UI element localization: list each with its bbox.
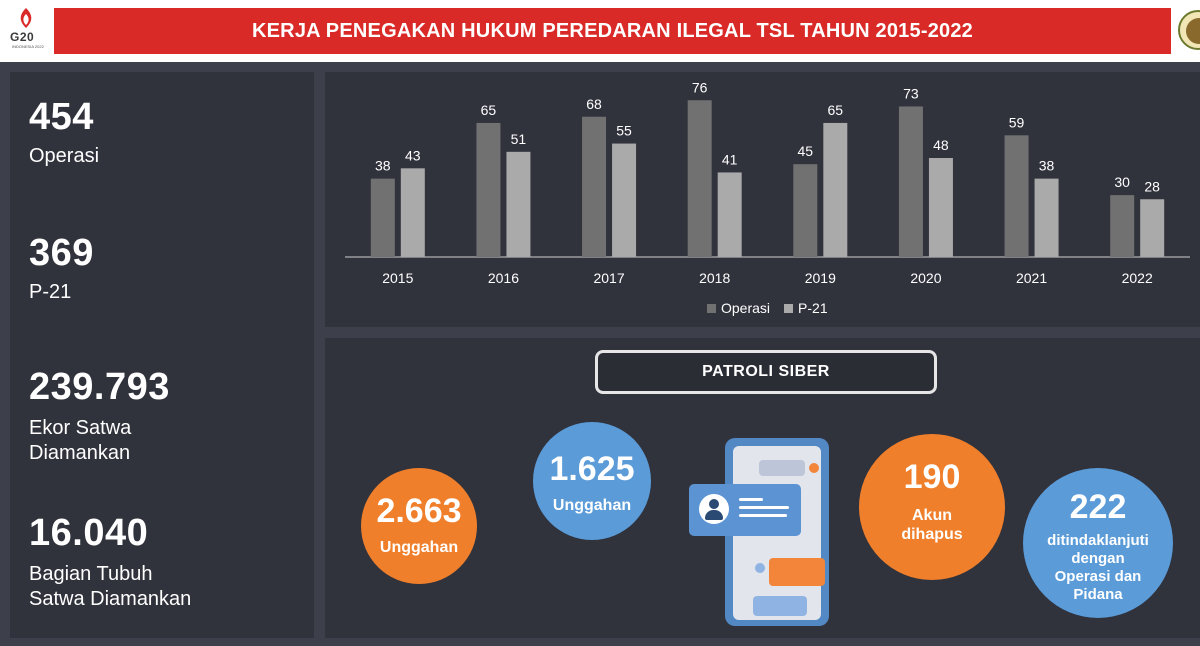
bar-p21-2021 [1034,178,1059,257]
bar-p21-2015 [400,168,425,257]
stat-satwa-value: 239.793 [29,366,170,408]
bar-operasi-2015 [370,178,395,257]
x-tick-label-2018: 2018 [699,270,730,286]
x-tick-label-2019: 2019 [805,270,836,286]
stat-operasi-value: 454 [29,96,94,138]
data-label-p21-2020: 48 [933,137,949,153]
bar-operasi-2016 [476,122,501,257]
data-label-p21-2017: 55 [616,123,632,139]
bar-p21-2022 [1140,199,1165,257]
x-tick-label-2016: 2016 [488,270,519,286]
legend-item-p21: P-21 [784,300,828,316]
chat-card-line [739,506,789,509]
data-label-operasi-2020: 73 [903,85,919,101]
data-label-p21-2018: 41 [722,151,738,167]
data-label-operasi-2016: 65 [481,102,497,118]
stat-operasi-label: Operasi [29,145,100,167]
circle-ditindaklanjuti-label: ditindaklanjuti dengan Operasi dan Pidan… [1047,532,1149,603]
legend-label-operasi: Operasi [721,300,771,316]
bar-chart: 38 43 2015 65 51 2016 68 55 2017 76 41 2018 45 65 2019… [345,79,1190,286]
x-tick-label-2015: 2015 [382,270,413,286]
bar-p21-2018 [717,172,742,257]
stat-p21-value: 369 [29,232,94,274]
avatar-head [709,499,719,509]
bar-p21-2016 [506,151,531,257]
circle-ditindaklanjuti: 222 ditindaklanjuti dengan Operasi dan P… [1023,468,1173,618]
chat-bubble-grey [759,460,805,476]
patroli-siber-title: PATROLI SIBER [595,350,937,394]
page-title: KERJA PENEGAKAN HUKUM PEREDARAN ILEGAL T… [252,20,973,42]
bar-p21-2017 [612,143,637,257]
emblem-center [1186,18,1200,44]
patroli-siber-panel: PATROLI SIBER 2.663 Unggahan 1.625 Ungga… [325,338,1200,638]
chat-bubble-blue [753,596,807,616]
bar-p21-2020 [928,158,953,257]
bar-operasi-2017 [582,116,607,257]
avatar-body [705,510,723,520]
data-label-p21-2015: 43 [405,147,421,163]
x-tick-label-2020: 2020 [910,270,941,286]
g20-logo-subtext: INDONESIA 2022 [12,44,44,49]
legend-swatch-p21 [784,303,794,313]
chat-avatar-orange-icon [809,463,819,473]
bar-operasi-2021 [1004,135,1029,257]
data-label-p21-2019: 65 [828,102,844,118]
x-tick-label-2021: 2021 [1016,270,1047,286]
chat-avatar-blue-icon [755,563,765,573]
circle-unggahan-blue: 1.625 Unggahan [533,422,651,540]
circle-akun-dihapus: 190 Akun dihapus [859,434,1005,580]
circle-unggahan-orange: 2.663 Unggahan [361,468,477,584]
circle-unggahan-blue-label: Unggahan [552,497,632,514]
chat-card-line [739,498,763,501]
data-label-operasi-2019: 45 [798,143,814,159]
title-bar: KERJA PENEGAKAN HUKUM PEREDARAN ILEGAL T… [52,6,1173,56]
bar-operasi-2018 [687,100,712,257]
circle-unggahan-blue-value: 1.625 [549,450,635,488]
circle-akun-dihapus-label: Akun dihapus [901,507,963,543]
circle-akun-dihapus-value: 190 [903,458,961,496]
stat-satwa-label: Ekor Satwa Diamankan [29,417,132,464]
x-tick-label-2017: 2017 [593,270,624,286]
legend-item-operasi: Operasi [707,300,770,316]
g20-logo-text: G20 [10,30,35,44]
data-label-p21-2022: 28 [1144,178,1160,194]
circle-unggahan-orange-value: 2.663 [376,492,462,530]
user-avatar-icon [699,494,729,524]
ministry-emblem-icon [1178,10,1200,50]
data-label-operasi-2017: 68 [586,96,602,112]
chat-card-line [739,514,787,517]
chat-bubble-orange [769,558,825,586]
bar-chart-panel: 38 43 2015 65 51 2016 68 55 2017 76 41 2018 45 65 2019… [325,72,1200,327]
circle-ditindaklanjuti-value: 222 [1069,488,1127,526]
stats-panel: 454 Operasi 369 P-21 239.793 Ekor Satwa … [10,72,314,638]
data-label-p21-2016: 51 [511,131,527,147]
legend-swatch-operasi [707,303,716,313]
x-tick-label-2022: 2022 [1122,270,1153,286]
legend-label-p21: P-21 [798,300,828,316]
chat-card-illustration [689,484,801,536]
bar-operasi-2020 [898,106,923,257]
bar-operasi-2022 [1110,195,1135,257]
top-bar: G20 INDONESIA 2022 KERJA PENEGAKAN HUKUM… [0,0,1200,62]
circle-unggahan-orange-label: Unggahan [379,539,459,556]
stat-p21-label: P-21 [29,281,72,303]
chart-legend: Operasi P-21 [707,298,842,318]
bar-p21-2019 [823,122,848,257]
stat-bagian-value: 16.040 [29,512,149,554]
g20-flame-icon [20,8,32,28]
bar-operasi-2019 [793,164,818,257]
data-label-operasi-2018: 76 [692,79,708,95]
data-label-operasi-2021: 59 [1009,114,1025,130]
data-label-p21-2021: 38 [1039,158,1055,174]
data-label-operasi-2015: 38 [375,158,391,174]
data-label-operasi-2022: 30 [1114,174,1130,190]
stat-bagian-label: Bagian Tubuh Satwa Diamankan [29,563,192,610]
g20-logo: G20 INDONESIA 2022 [6,6,46,56]
